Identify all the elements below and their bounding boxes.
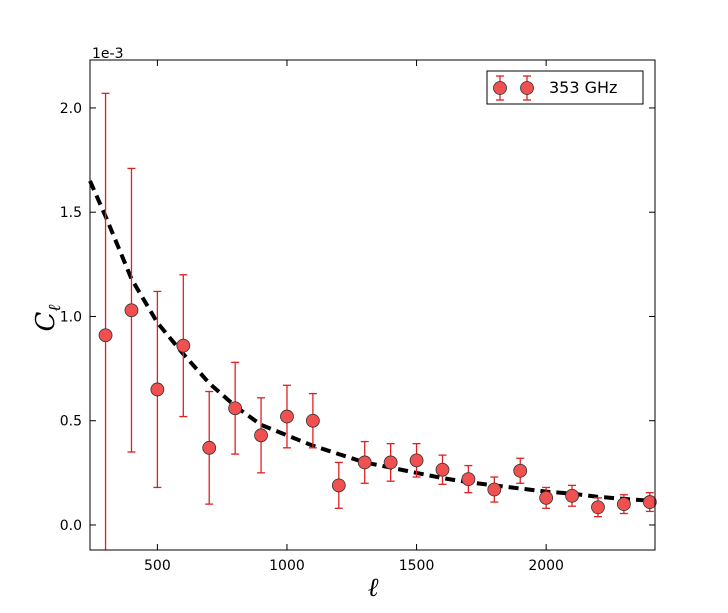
- data-marker: [409, 453, 424, 468]
- data-marker: [98, 328, 113, 343]
- data-marker: [591, 500, 605, 515]
- y-axis-label-sub: ℓ: [45, 305, 65, 312]
- y-axis-label-main: C: [31, 312, 61, 332]
- data-marker: [176, 338, 191, 353]
- y-tick-label: 0.0: [60, 518, 82, 534]
- data-marker: [150, 382, 165, 397]
- data-marker: [254, 428, 268, 443]
- scale-label: 1e-3: [92, 46, 123, 62]
- data-marker: [202, 440, 217, 455]
- data-point: [616, 494, 631, 515]
- data-point: [280, 384, 294, 449]
- data-marker: [539, 490, 554, 505]
- y-tick-label: 1.0: [60, 309, 82, 325]
- data-marker: [513, 463, 528, 478]
- data-point: [487, 476, 502, 503]
- data-point: [228, 361, 243, 455]
- data-marker: [280, 409, 294, 424]
- data-point: [331, 461, 346, 509]
- data-point: [591, 497, 605, 518]
- data-point: [150, 290, 165, 489]
- data-point: [176, 274, 191, 418]
- plot-frame: [89, 59, 656, 551]
- x-tick-label: 1000: [269, 558, 305, 574]
- data-point: [565, 484, 579, 507]
- data-point: [435, 454, 450, 485]
- data-marker: [487, 482, 502, 497]
- x-tick-label: 2000: [528, 558, 564, 574]
- legend: 353 GHz: [486, 70, 644, 105]
- data-point: [254, 397, 268, 474]
- x-axis-label: ℓ: [368, 573, 379, 603]
- data-marker: [435, 462, 450, 477]
- model-curve: [88, 180, 656, 503]
- data-point: [124, 167, 139, 453]
- data-marker: [565, 488, 579, 503]
- data-marker: [331, 478, 346, 493]
- legend-box: [486, 70, 644, 105]
- y-tick-label: 1.5: [60, 205, 82, 221]
- data-marker: [228, 401, 243, 416]
- data-point: [357, 440, 372, 484]
- x-tick-label: 500: [144, 558, 171, 574]
- data-marker: [305, 413, 320, 428]
- legend-marker: [520, 75, 534, 101]
- data-marker: [124, 303, 139, 318]
- legend-marker-dot: [493, 81, 507, 95]
- y-axis-label: Cℓ: [31, 305, 65, 332]
- data-point: [409, 443, 424, 478]
- legend-marker: [493, 75, 507, 101]
- y-tick-label: 2.0: [60, 101, 82, 117]
- data-point: [202, 390, 217, 505]
- data-point: [98, 92, 113, 550]
- data-point: [642, 492, 657, 513]
- data-marker: [357, 455, 372, 470]
- legend-label: 353 GHz: [549, 78, 617, 97]
- data-marker: [461, 472, 476, 487]
- data-marker: [642, 495, 657, 509]
- y-tick-label: 0.5: [60, 414, 82, 430]
- data-point: [539, 486, 554, 509]
- data-point: [461, 464, 476, 494]
- data-point: [513, 457, 528, 484]
- data-marker: [383, 455, 398, 470]
- data-marker: [616, 497, 631, 512]
- x-tick-label: 1500: [399, 558, 435, 574]
- legend-marker-dot: [520, 81, 534, 95]
- data-point: [305, 392, 320, 449]
- data-point: [383, 443, 398, 482]
